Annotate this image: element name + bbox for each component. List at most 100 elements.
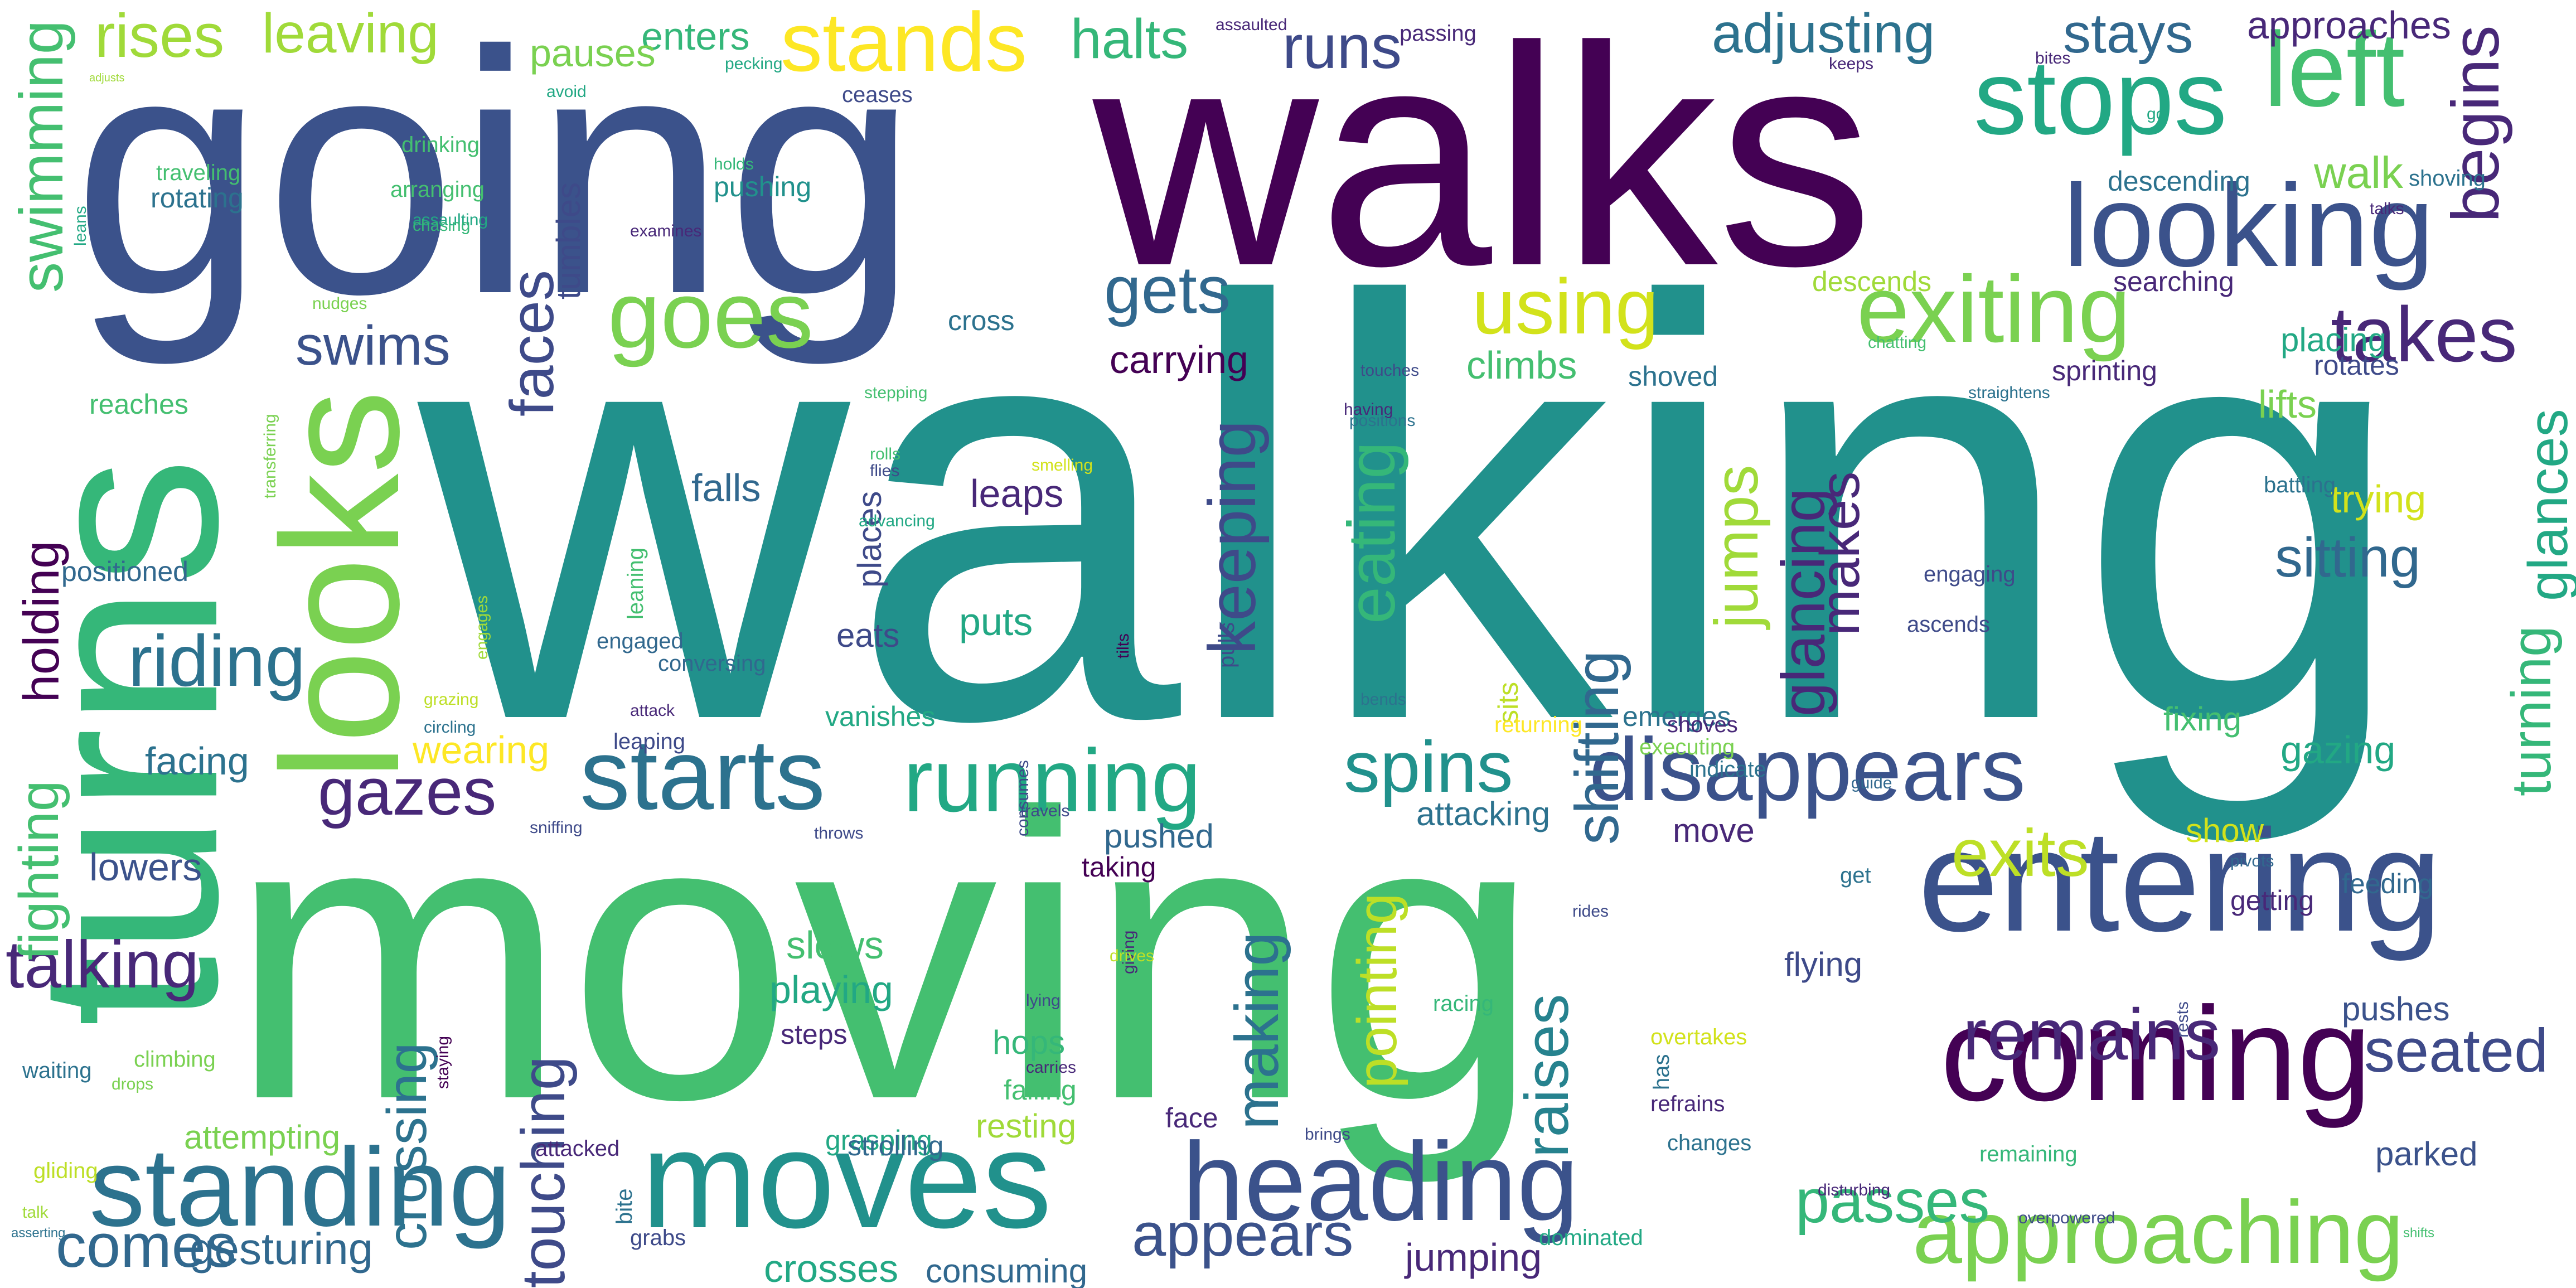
cloud-word: overpowered	[2018, 1209, 2115, 1227]
cloud-word: grazing	[424, 690, 479, 709]
cloud-word: remains	[1963, 994, 2221, 1075]
cloud-word: having	[1344, 400, 1393, 419]
cloud-word: wearing	[413, 728, 550, 772]
cloud-word: staying	[434, 1036, 452, 1090]
cloud-word: coming	[1940, 979, 2372, 1129]
cloud-word: asserting	[11, 1226, 66, 1241]
cloud-word: adjusting	[1712, 2, 1935, 65]
cloud-word: climbing	[134, 1047, 216, 1072]
cloud-word: touches	[1360, 361, 1420, 380]
cloud-word: lowers	[89, 845, 202, 889]
cloud-word: assaulting	[413, 211, 488, 229]
cloud-word: engaging	[1924, 562, 2016, 587]
cloud-word: feeding	[2342, 868, 2434, 899]
cloud-word: transferring	[261, 414, 279, 499]
cloud-word: arranging	[390, 177, 485, 202]
cloud-word: throws	[814, 824, 864, 842]
cloud-word: remaining	[1979, 1142, 2078, 1166]
cloud-word: pivots	[2230, 852, 2274, 870]
cloud-word: gesturing	[190, 1224, 374, 1274]
cloud-word: walk	[2314, 148, 2404, 197]
cloud-word: going	[72, 0, 919, 366]
cloud-word: ascends	[1907, 612, 1990, 637]
cloud-word: places	[851, 491, 888, 588]
cloud-word: rolls	[870, 445, 901, 463]
cloud-word: smelling	[1032, 456, 1093, 474]
cloud-word: trying	[2331, 477, 2427, 521]
cloud-word: rises	[95, 2, 225, 70]
cloud-word: facing	[145, 739, 249, 783]
cloud-word: drives	[1110, 947, 1155, 965]
cloud-word: searching	[2113, 266, 2234, 297]
cloud-word: lifts	[2258, 382, 2317, 426]
cloud-word: pauses	[530, 31, 656, 75]
cloud-word: pushed	[1104, 817, 1214, 855]
cloud-word: moving	[229, 729, 1541, 1184]
cloud-word: falling	[1004, 1074, 1077, 1106]
cloud-word: parked	[2375, 1135, 2478, 1173]
cloud-word: entering	[1918, 800, 2442, 962]
cloud-word: placing	[2280, 321, 2387, 359]
cloud-word: playing	[769, 968, 893, 1011]
cloud-word: overtakes	[1650, 1025, 1747, 1049]
cloud-word: rotates	[2314, 350, 2399, 381]
cloud-word: has	[1649, 1054, 1674, 1090]
cloud-word: approaching	[1912, 1182, 2404, 1282]
cloud-word: moves	[641, 1101, 1052, 1257]
cloud-word: stops	[1974, 38, 2228, 157]
cloud-word: get	[1840, 863, 1871, 888]
cloud-word: making	[1223, 932, 1291, 1130]
cloud-word: gets	[1104, 253, 1231, 327]
cloud-word: bends	[1360, 690, 1406, 709]
cloud-word: adjusts	[89, 72, 125, 84]
cloud-word: chasing	[413, 216, 471, 235]
cloud-word: pushing	[714, 171, 812, 202]
cloud-word: walking	[418, 177, 2408, 844]
cloud-word: face	[1165, 1102, 1218, 1134]
cloud-word: chatting	[1868, 333, 1927, 352]
cloud-word: shoved	[1628, 361, 1718, 392]
cloud-word: emerges	[1623, 701, 1731, 732]
cloud-word: tumbles	[550, 182, 587, 299]
cloud-word: positions	[1349, 411, 1416, 430]
cloud-word: changes	[1667, 1131, 1752, 1155]
cloud-word: gazing	[2280, 728, 2396, 772]
cloud-word: fixing	[2163, 700, 2242, 738]
cloud-word: getting	[2230, 885, 2314, 916]
cloud-word: goes	[608, 262, 814, 368]
cloud-word: shoves	[1667, 713, 1738, 737]
cloud-word: assaulted	[1216, 16, 1287, 34]
cloud-word: disturbing	[1818, 1181, 1891, 1199]
cloud-word: keeping	[1195, 420, 1270, 655]
cloud-word: tilts	[1114, 633, 1132, 658]
cloud-word: show	[2186, 812, 2264, 849]
cloud-word: leaning	[623, 548, 648, 620]
cloud-word: bite	[612, 1188, 637, 1225]
cloud-word: crossing	[376, 1042, 438, 1250]
cloud-word: swims	[296, 314, 451, 377]
cloud-word: battling	[2264, 473, 2336, 497]
cloud-word: halts	[1071, 8, 1189, 70]
cloud-word: talks	[2370, 200, 2404, 218]
cloud-word: consumes	[1014, 759, 1032, 836]
cloud-word: walks	[1093, 0, 1874, 331]
cloud-word: examines	[630, 222, 702, 240]
cloud-word: avoid	[546, 83, 587, 101]
cloud-word: move	[1673, 812, 1755, 849]
cloud-word: left	[2264, 11, 2405, 129]
cloud-word: eating	[1334, 441, 1409, 624]
cloud-word: enters	[641, 14, 750, 58]
cloud-word: stepping	[864, 384, 928, 402]
cloud-word: executing	[1639, 735, 1735, 759]
cloud-word: traveling	[156, 161, 241, 185]
cloud-word: drops	[112, 1075, 154, 1093]
cloud-word: jumps	[1702, 464, 1771, 628]
cloud-word: ceases	[842, 83, 913, 107]
cloud-word: nudges	[312, 294, 367, 313]
cloud-word: stays	[2063, 2, 2194, 65]
cloud-word: brings	[1305, 1125, 1350, 1144]
cloud-word: flies	[870, 462, 900, 480]
cloud-word: cross	[948, 305, 1015, 336]
cloud-word: taking	[1082, 851, 1156, 883]
